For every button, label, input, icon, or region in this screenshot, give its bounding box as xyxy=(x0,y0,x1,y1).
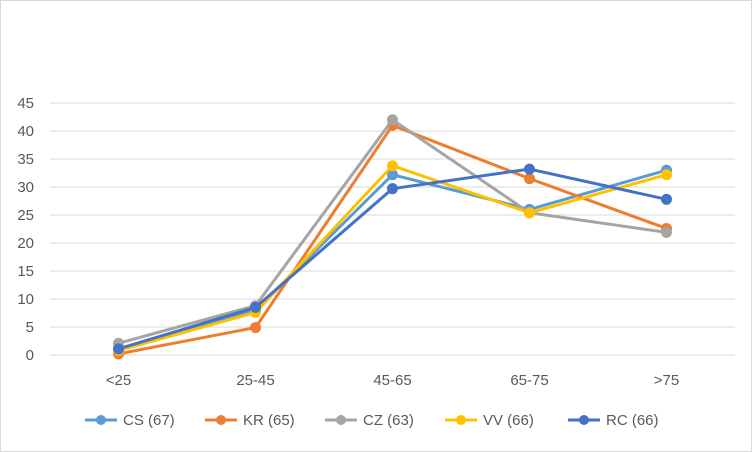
y-tick-label: 25 xyxy=(17,207,34,224)
data-point xyxy=(524,163,535,175)
series-lines xyxy=(113,114,672,360)
legend-marker xyxy=(579,415,589,425)
legend-item: CZ (63) xyxy=(325,412,414,429)
y-tick-label: 30 xyxy=(17,179,34,196)
legend-item: VV (66) xyxy=(445,412,534,429)
data-point xyxy=(250,322,261,334)
gridlines xyxy=(50,102,735,356)
series-line xyxy=(117,118,668,345)
data-point xyxy=(524,173,535,185)
y-tick-label: 5 xyxy=(26,319,34,336)
data-point xyxy=(524,207,535,219)
y-tick-label: 0 xyxy=(26,347,34,364)
x-tick-label: 45-65 xyxy=(373,372,411,389)
legend-marker xyxy=(96,415,106,425)
legend-label: CZ (63) xyxy=(363,412,414,429)
data-point xyxy=(250,301,261,313)
legend-label: VV (66) xyxy=(483,412,534,429)
data-point xyxy=(387,160,398,172)
y-tick-label: 40 xyxy=(17,123,34,140)
x-axis-ticks: <25 25-45 45-65 65-75 >75 xyxy=(106,372,679,389)
legend-label: CS (67) xyxy=(123,412,175,429)
legend-marker xyxy=(456,415,466,425)
data-point xyxy=(661,226,672,238)
y-tick-label: 15 xyxy=(17,263,34,280)
legend-label: RC (66) xyxy=(606,412,659,429)
legend-label: KR (65) xyxy=(243,412,295,429)
data-point xyxy=(387,183,398,195)
x-tick-label: 25-45 xyxy=(236,372,274,389)
series xyxy=(113,163,672,355)
legend-item: RC (66) xyxy=(568,412,659,429)
legend-item: CS (67) xyxy=(85,412,175,429)
x-tick-label: >75 xyxy=(654,372,679,389)
legend: CS (67) KR (65) CZ (63) VV (66) RC (66) xyxy=(85,412,659,429)
x-tick-label: <25 xyxy=(106,372,131,389)
legend-marker xyxy=(336,415,346,425)
legend-marker xyxy=(216,415,226,425)
y-tick-label: 10 xyxy=(17,291,34,308)
y-axis-ticks: 0 5 10 15 20 25 30 35 40 45 xyxy=(17,95,34,364)
data-point xyxy=(387,114,398,126)
x-tick-label: 65-75 xyxy=(510,372,548,389)
legend-item: KR (65) xyxy=(205,412,295,429)
series xyxy=(113,114,672,349)
data-point xyxy=(661,169,672,181)
data-point xyxy=(661,193,672,205)
data-point xyxy=(113,343,124,355)
y-tick-label: 45 xyxy=(17,95,34,112)
y-tick-label: 35 xyxy=(17,151,34,168)
y-tick-label: 20 xyxy=(17,235,34,252)
